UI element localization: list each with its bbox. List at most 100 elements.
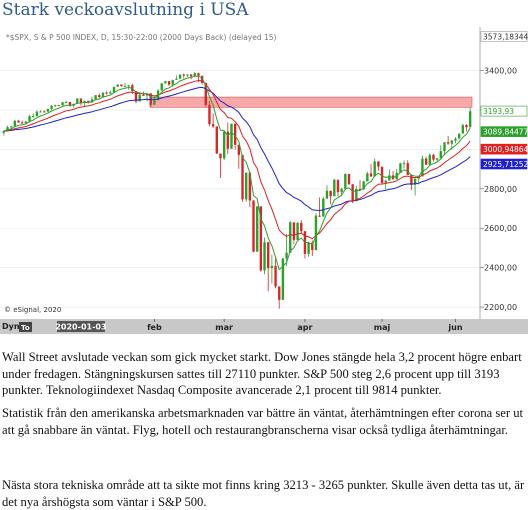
candle-body (153, 100, 156, 105)
candle-body (219, 153, 222, 159)
candle-body (380, 166, 384, 183)
candle-body (46, 108, 50, 112)
candle-body (362, 181, 365, 190)
candle-body (248, 172, 252, 201)
x-axis-ticks: 2020-01-03 feb mar apr maj jun (55, 319, 463, 332)
candle-body (6, 127, 9, 132)
to-button[interactable] (19, 322, 32, 332)
paragraph-2: Statistik från den amerikanska arbetsmar… (2, 406, 524, 437)
candle-body (355, 188, 358, 202)
candle-body (384, 180, 387, 183)
candle-body (164, 81, 167, 84)
dyn-label[interactable]: Dyn (2, 322, 20, 331)
candle-body (366, 173, 369, 182)
candle-body (307, 242, 310, 254)
candle-body (443, 142, 446, 152)
tag-high-box (480, 30, 528, 42)
y-axis-ticks: 3400,003200,003000,002800,002600,002400,… (480, 66, 517, 312)
candle-body (270, 265, 274, 269)
x-tick-label: mar (215, 323, 233, 332)
candle-body (87, 100, 90, 103)
candle-body (138, 94, 141, 102)
price-chart: *$SPX, S & P 500 INDEX, D, 15:30-22:00 (… (0, 27, 528, 334)
candle-body (204, 82, 207, 105)
candle-body (461, 125, 465, 134)
candle-body (215, 126, 218, 154)
candle-body (61, 102, 64, 106)
candle-body (105, 92, 108, 94)
candle-body (424, 158, 428, 165)
candle-body (109, 92, 112, 94)
candle-body (300, 222, 303, 232)
candle-body (373, 161, 376, 177)
candle-body (21, 122, 24, 124)
candle-body (35, 111, 39, 117)
candle-body (200, 75, 204, 83)
candle-body (468, 111, 472, 128)
resistance-zone (149, 96, 473, 108)
candle-body (120, 84, 123, 87)
candle-body (32, 116, 35, 118)
moving-average-green (3, 75, 471, 271)
candle-body (399, 163, 402, 173)
candle-body (98, 95, 101, 98)
candle-body (193, 73, 196, 77)
candle-body (123, 86, 127, 88)
tag-ma-green-box (480, 126, 528, 137)
tag-last-box (480, 105, 528, 117)
x-axis-bar (0, 319, 528, 334)
candle-body (142, 94, 145, 96)
x-tick-label: maj (374, 323, 391, 332)
candle-body (289, 222, 292, 253)
article-title: Stark veckoavslutning i USA (2, 0, 249, 20)
candle-body (402, 163, 406, 165)
candle-body (428, 154, 431, 165)
candle-body (222, 131, 226, 159)
candle-body (17, 120, 20, 123)
candle-body (347, 174, 351, 185)
candle-body (241, 154, 244, 200)
candle-body (358, 188, 362, 190)
candle-body (311, 242, 314, 251)
candles (2, 71, 472, 309)
candle-body (454, 138, 457, 141)
candle-body (208, 104, 211, 125)
candle-body (39, 111, 42, 113)
y-tick-label: 2200,00 (484, 303, 517, 312)
price-chart-svg: *$SPX, S & P 500 INDEX, D, 15:30-22:00 (… (0, 27, 528, 334)
candle-body (127, 85, 130, 87)
candle-body (50, 105, 53, 109)
candle-body (134, 91, 138, 102)
candle-body (94, 95, 97, 100)
candle-body (318, 215, 321, 217)
to-label: To (21, 324, 30, 332)
candle-body (413, 178, 417, 185)
candle-body (189, 74, 193, 77)
x-tick-label: feb (147, 323, 162, 332)
candle-body (274, 265, 277, 287)
candle-body (226, 131, 230, 149)
candle-body (230, 123, 233, 149)
candle-body (435, 158, 439, 160)
candle-body (76, 98, 79, 104)
paragraph-1: Wall Street avslutade veckan som gick my… (2, 350, 522, 397)
candle-body (54, 105, 57, 107)
candle-body (432, 154, 435, 160)
candle-body (24, 121, 28, 124)
candle-body (377, 161, 380, 167)
candle-body (167, 81, 171, 85)
y-tick-label: 2600,00 (484, 224, 517, 233)
candle-body (388, 175, 391, 181)
candle-body (65, 102, 68, 104)
candle-body (233, 123, 237, 145)
candle-body (68, 102, 72, 106)
candle-body (186, 74, 189, 76)
tag-last-label: 3193,93 (483, 107, 514, 116)
candle-body (116, 84, 119, 87)
candle-body (281, 258, 285, 300)
y-tick-label: 3400,00 (484, 66, 517, 75)
candle-body (410, 174, 413, 185)
candle-body (252, 200, 255, 252)
candle-body (465, 125, 468, 128)
candle-body (175, 78, 178, 80)
